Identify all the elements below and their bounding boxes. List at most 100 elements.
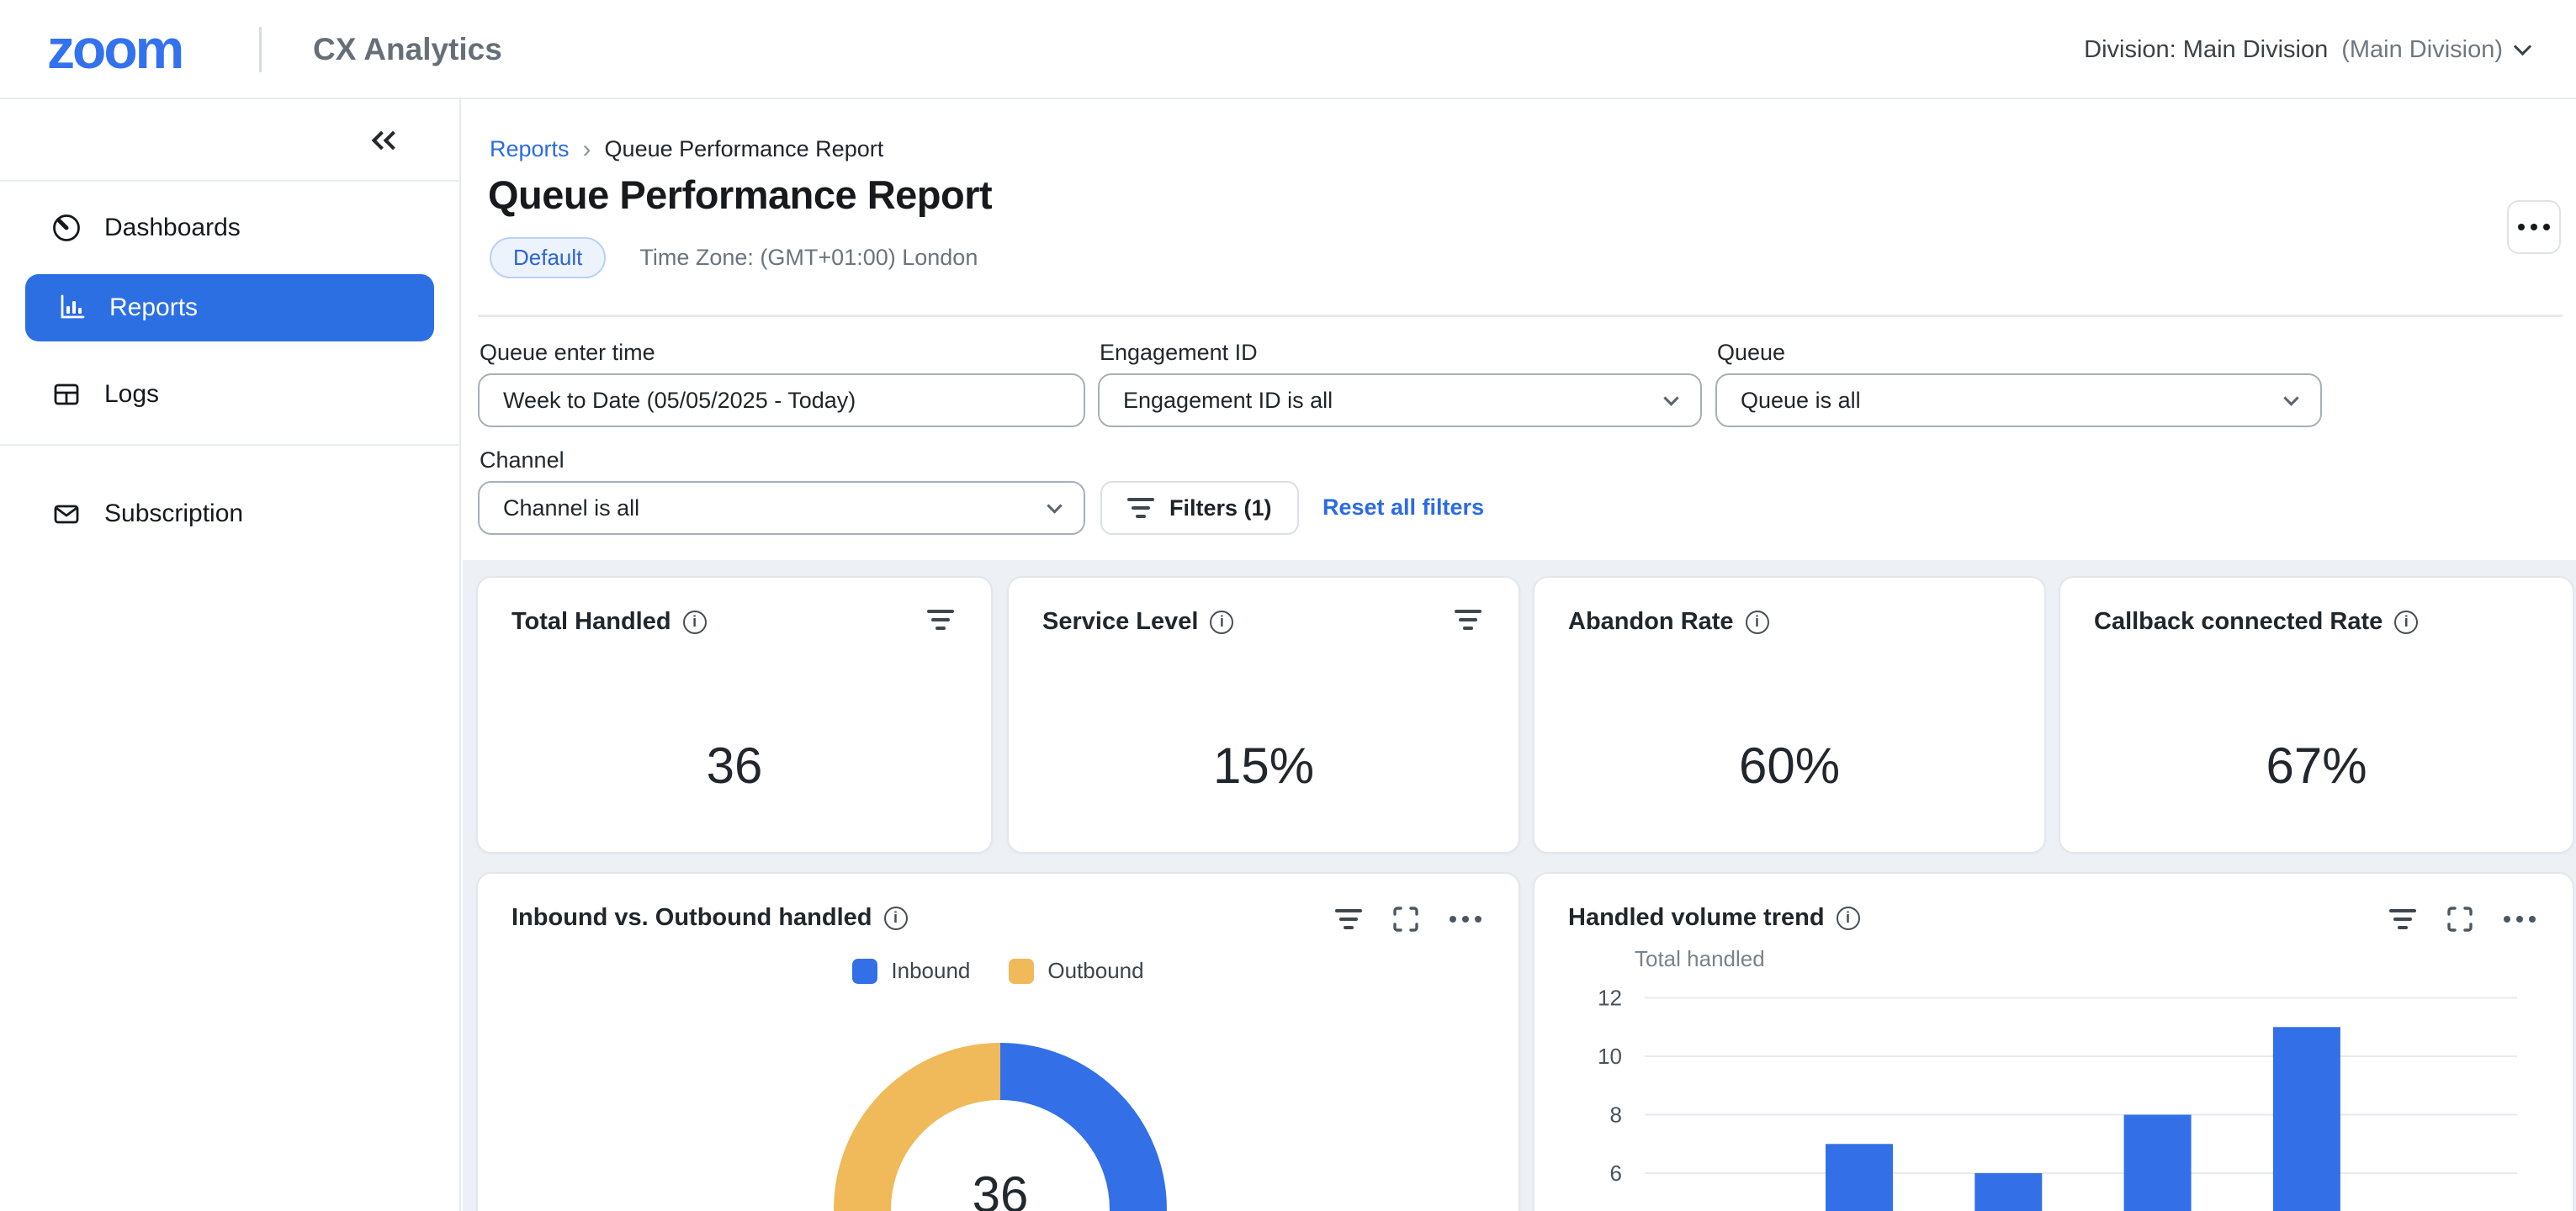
metric-card-title: Service Level: [1042, 608, 1234, 636]
svg-text:8: 8: [1610, 1103, 1622, 1128]
chevron-down-icon: [2513, 37, 2532, 56]
division-label: Division: Main Division: [2084, 35, 2329, 63]
chart-card-title: Handled volume trend: [1568, 904, 1860, 932]
info-icon[interactable]: [682, 610, 707, 634]
default-badge: Default: [490, 237, 607, 278]
info-icon[interactable]: [1745, 610, 1769, 634]
svg-text:6: 6: [1610, 1161, 1622, 1186]
card-filter-button[interactable]: [927, 610, 954, 630]
channel-value: Channel is all: [503, 494, 640, 521]
bar-chart: 6 8 10 12: [1598, 986, 2517, 1211]
metric-value: 67%: [2266, 737, 2367, 794]
info-icon[interactable]: [883, 906, 908, 930]
metric-card-title: Total Handled: [511, 608, 707, 636]
svg-text:12: 12: [1598, 986, 1622, 1011]
filters-button-label: Filters (1): [1169, 494, 1272, 521]
info-icon[interactable]: [1836, 906, 1860, 930]
chevron-down-icon: [2283, 389, 2299, 406]
chart-card-inbound-outbound: Inbound vs. Outbound handled Inbound: [476, 872, 1520, 1211]
filters-button[interactable]: Filters (1): [1100, 481, 1299, 535]
sidebar-item-label: Logs: [104, 380, 160, 408]
sidebar-divider: [0, 444, 461, 446]
engagement-id-select[interactable]: Engagement ID is all: [1098, 373, 1702, 427]
envelope-icon: [50, 498, 82, 530]
sidebar-item-label: Dashboards: [104, 214, 241, 241]
chart-filter-button[interactable]: [1335, 909, 1362, 929]
division-selector[interactable]: Division: Main Division (Main Division): [2084, 0, 2532, 99]
report-meta-row: Default Time Zone: (GMT+01:00) London: [490, 237, 978, 278]
chart-card-title: Inbound vs. Outbound handled: [511, 904, 908, 932]
queue-select[interactable]: Queue is all: [1715, 373, 2322, 427]
metric-value: 36: [706, 737, 763, 794]
svg-text:10: 10: [1598, 1044, 1622, 1069]
chart-expand-button[interactable]: [1392, 906, 1419, 933]
chart-card-handled-volume: Handled volume trend Total handled 6 8 10 1…: [1533, 872, 2574, 1211]
sidebar-item-subscription[interactable]: Subscription: [20, 486, 439, 542]
chart-filter-button[interactable]: [2389, 909, 2416, 929]
y-axis-title: Total handled: [1635, 946, 1765, 971]
reset-all-filters-link[interactable]: Reset all filters: [1322, 494, 1485, 520]
zoom-logo[interactable]: zoom: [47, 18, 184, 80]
legend-item-outbound[interactable]: Outbound: [1009, 958, 1144, 984]
queue-value: Queue is all: [1741, 387, 1861, 413]
legend-swatch: [1009, 958, 1035, 984]
breadcrumb-current: Queue Performance Report: [604, 136, 884, 161]
gauge-icon: [50, 212, 82, 244]
channel-label: Channel: [480, 447, 564, 473]
page-title: Queue Performance Report: [488, 172, 993, 217]
sidebar: Dashboards Reports Logs Subscription: [0, 99, 461, 1211]
breadcrumb-link-reports[interactable]: Reports: [490, 136, 570, 161]
chart-more-button[interactable]: [2504, 916, 2536, 923]
filter-icon: [927, 610, 954, 630]
chart-toolbar: [2389, 906, 2536, 933]
metric-card-total-handled: Total Handled 36: [476, 576, 993, 854]
breadcrumb-separator: ›: [582, 135, 591, 163]
filter-icon: [2389, 909, 2416, 929]
channel-select[interactable]: Channel is all: [478, 481, 1085, 535]
sidebar-item-dashboards[interactable]: Dashboards: [20, 200, 439, 256]
header-divider: [478, 315, 2563, 317]
metric-value: 15%: [1212, 737, 1315, 794]
filter-icon: [1127, 498, 1154, 518]
chevron-down-icon: [1663, 389, 1679, 406]
metric-card-title: Callback connected Rate: [2094, 608, 2419, 636]
metric-card-abandon-rate: Abandon Rate 60%: [1533, 576, 2046, 854]
info-icon[interactable]: [1210, 610, 1234, 634]
queue-label: Queue: [1717, 340, 1786, 365]
chart-legend: Inbound Outbound: [478, 958, 1519, 984]
app-title: CX Analytics: [313, 32, 502, 66]
svg-text:36: 36: [973, 1166, 1029, 1211]
donut-chart: 36: [834, 1043, 1167, 1211]
report-more-button[interactable]: [2507, 200, 2561, 254]
expand-icon: [2447, 907, 2473, 932]
sidebar-item-logs[interactable]: Logs: [20, 367, 439, 422]
sidebar-item-reports[interactable]: Reports: [25, 274, 434, 341]
chart-expand-button[interactable]: [2446, 906, 2473, 933]
sidebar-item-label: Reports: [109, 293, 199, 321]
ellipsis-icon: [2504, 916, 2536, 923]
sidebar-collapse-button[interactable]: [363, 123, 411, 160]
metric-value: 60%: [1738, 737, 1841, 794]
info-icon[interactable]: [2394, 610, 2419, 634]
filter-icon: [1335, 909, 1362, 929]
legend-swatch: [852, 958, 878, 984]
metric-card-callback-connected-rate: Callback connected Rate 67%: [2059, 576, 2574, 854]
queue-enter-time-label: Queue enter time: [480, 340, 655, 365]
legend-item-inbound[interactable]: Inbound: [852, 958, 970, 984]
sidebar-divider: [0, 180, 461, 182]
queue-enter-time-input[interactable]: Week to Date (05/05/2025 - Today): [478, 373, 1085, 427]
division-secondary-label: (Main Division): [2341, 35, 2503, 63]
main-content: Reports › Queue Performance Report Queue…: [463, 99, 2576, 1211]
card-filter-button[interactable]: [1455, 610, 1481, 630]
chevron-down-icon: [1047, 497, 1063, 514]
top-header: zoom CX Analytics Division: Main Divisio…: [0, 0, 2576, 99]
chart-more-button[interactable]: [1450, 916, 1481, 923]
ellipsis-icon: [2518, 224, 2550, 230]
breadcrumb: Reports › Queue Performance Report: [490, 136, 883, 162]
queue-enter-time-value: Week to Date (05/05/2025 - Today): [503, 387, 856, 413]
expand-icon: [1393, 907, 1418, 932]
sidebar-item-label: Subscription: [104, 500, 244, 527]
table-icon: [50, 378, 82, 410]
logo-divider: [259, 27, 262, 72]
